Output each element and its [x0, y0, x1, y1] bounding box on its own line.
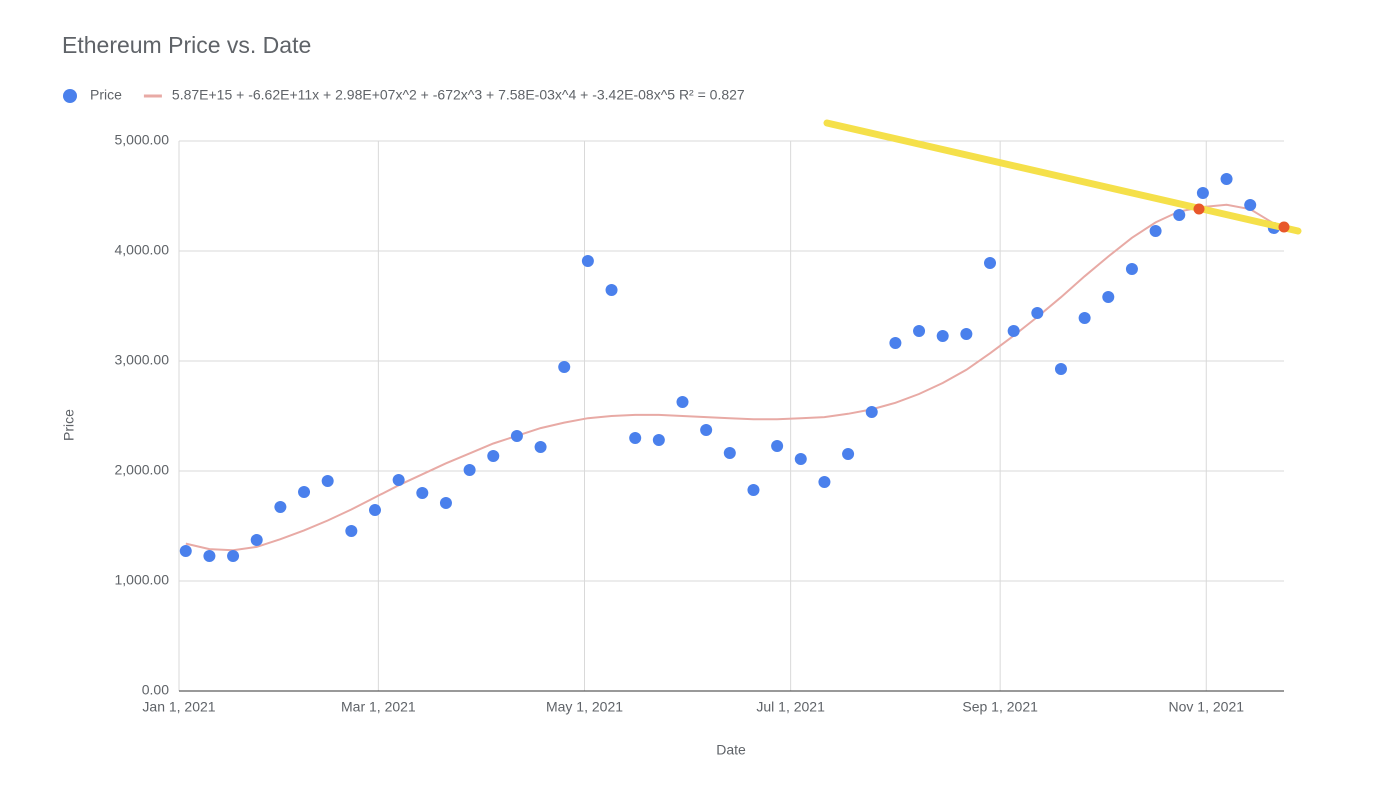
x-tick-label: Nov 1, 2021: [1169, 699, 1245, 715]
y-tick-label: 1,000.00: [115, 572, 170, 588]
data-point: [203, 550, 216, 563]
trendline: [185, 203, 1275, 552]
data-point: [1196, 187, 1209, 200]
data-point: [1007, 324, 1020, 337]
y-tick-label: 2,000.00: [115, 462, 170, 478]
data-point: [439, 497, 452, 510]
data-point: [629, 432, 642, 444]
legend-label: 5.87E+15 + -6.62E+11x + 2.98E+07x^2 + -6…: [172, 87, 745, 103]
data-point: [1031, 307, 1044, 320]
data-point: [534, 441, 547, 454]
x-tick-label: Sep 1, 2021: [962, 699, 1038, 715]
legend-label: Price: [90, 87, 122, 103]
data-point: [1054, 363, 1067, 376]
y-tick-label: 5,000.00: [115, 132, 170, 148]
x-tick-label: Jan 1, 2021: [142, 699, 215, 715]
legend-marker: [63, 89, 77, 103]
data-point: [321, 475, 334, 488]
data-point: [1149, 224, 1162, 237]
data-point: [487, 450, 500, 463]
data-point: [416, 487, 429, 499]
data-point: [392, 474, 405, 487]
data-point: [700, 423, 713, 436]
data-point: [1102, 290, 1115, 303]
x-tick-label: Jul 1, 2021: [756, 699, 825, 715]
x-tick-label: May 1, 2021: [546, 699, 623, 715]
data-point: [960, 328, 973, 341]
x-tick-label: Mar 1, 2021: [341, 699, 416, 715]
data-point: [676, 396, 689, 409]
data-point: [771, 440, 784, 453]
data-point: [913, 324, 926, 337]
y-axis-title: Price: [61, 409, 77, 441]
chart-title: Ethereum Price vs. Date: [62, 32, 311, 58]
data-point: [463, 464, 476, 477]
data-point: [605, 284, 618, 297]
data-point: [1244, 199, 1257, 212]
y-tick-label: 0.00: [142, 682, 169, 698]
y-tick-label: 3,000.00: [115, 352, 170, 368]
data-point: [179, 544, 192, 557]
data-point: [984, 256, 997, 269]
x-axis-title: Date: [716, 742, 746, 758]
data-point: [865, 406, 878, 419]
data-point: [227, 550, 240, 563]
data-point: [818, 476, 831, 488]
data-point: [274, 500, 287, 513]
data-point: [1125, 263, 1138, 276]
data-point: [345, 524, 358, 537]
plot-area: 0.00 1,000.00 2,000.00 3,000.00 4,000.00 5,00…: [115, 132, 1284, 715]
data-point: [723, 446, 736, 459]
data-point: [1220, 172, 1233, 185]
data-point: [510, 430, 523, 443]
data-point: [936, 330, 949, 343]
data-point: [794, 453, 807, 466]
highlight-dot: [1278, 221, 1290, 233]
y-tick-label: 4,000.00: [115, 242, 170, 258]
data-point: [1173, 209, 1186, 222]
data-point: [558, 361, 571, 374]
data-point: [250, 533, 263, 546]
data-point: [842, 447, 855, 460]
data-point: [747, 484, 760, 497]
data-point: [652, 433, 665, 446]
data-point: [368, 504, 381, 517]
data-point: [1078, 311, 1091, 324]
highlight-stroke: [823, 119, 1302, 235]
highlight-dot: [1193, 203, 1205, 215]
data-point: [889, 336, 902, 349]
data-point: [581, 255, 594, 268]
data-point: [298, 486, 311, 499]
